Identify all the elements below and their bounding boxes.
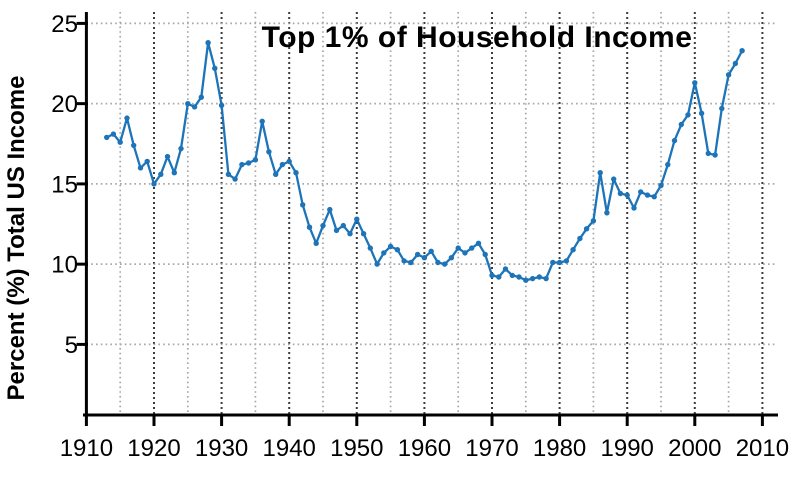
x-tick-label: 1990 [601,435,654,462]
horizontal-gridlines [86,22,776,346]
y-axis-title: Percent (%) Total US Income [3,75,30,401]
x-tick-label: 1950 [330,435,383,462]
y-tick-label: 5 [65,332,78,359]
x-tick-label: 1940 [263,435,316,462]
x-tick-label: 1970 [465,435,518,462]
y-tick-label: 25 [51,11,78,38]
x-tick-label: 1930 [195,435,248,462]
axes [83,12,778,417]
y-tick-label: 10 [51,252,78,279]
decade-vertical-gridlines [153,12,764,415]
x-tick-label: 1920 [127,435,180,462]
x-tick-label: 2000 [668,435,721,462]
y-tick-label: 15 [51,171,78,198]
x-tick-label: 1980 [533,435,586,462]
axis-ticks [76,21,764,426]
y-tick-label: 20 [51,91,78,118]
y-tick-labels: 25 20 15 10 5 [51,11,78,359]
x-tick-label: 2010 [736,435,789,462]
chart-title: Top 1% of Household Income [261,21,693,54]
data-markers [104,40,745,283]
x-tick-label: 1960 [398,435,451,462]
x-tick-label: 1910 [60,435,113,462]
x-tick-labels: 1910 1920 1930 1940 1950 1960 1970 1980 1990 2000… [60,435,789,462]
